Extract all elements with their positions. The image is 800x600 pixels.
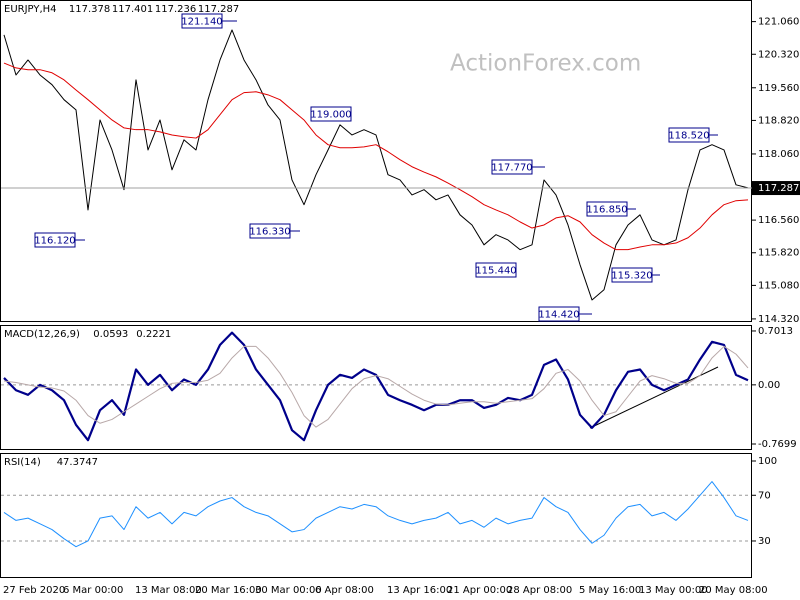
annotation-label: 115.440 [475, 266, 516, 277]
trend-line [589, 366, 719, 429]
annotation-label: 116.330 [249, 227, 290, 238]
y-tick-label: 114.320 [758, 314, 799, 325]
panel-frame [0, 453, 752, 578]
annotation-box [181, 13, 223, 29]
annotation-box [668, 127, 710, 143]
annotation-box [611, 267, 653, 283]
x-tick-label: 20 May 08:00 [699, 585, 768, 596]
x-tick-label: 13 Apr 16:00 [387, 585, 452, 596]
y-tick-label: 70 [758, 490, 771, 501]
annotation-label: 118.520 [668, 131, 709, 142]
y-tick-label: 116.560 [758, 215, 799, 226]
x-tick-label: 13 May 00:00 [639, 585, 708, 596]
annotation-box [34, 232, 76, 248]
y-tick-label: 118.820 [758, 115, 799, 126]
annotation-label: 114.420 [538, 310, 579, 321]
y-tick-label: -0.7699 [758, 439, 797, 450]
x-tick-label: 30 Mar 00:00 [255, 585, 322, 596]
y-tick-label: 115.080 [758, 280, 799, 291]
x-tick-label: 6 Apr 08:00 [315, 585, 374, 596]
annotation-box [586, 201, 628, 217]
y-tick-label: 0.7013 [758, 326, 793, 337]
series-line [3, 331, 749, 442]
annotation-box [249, 223, 291, 239]
series-line [3, 29, 749, 301]
panel-title: MACD(12,26,9) [4, 329, 80, 340]
panel-title: EURJPY,H4 [4, 4, 57, 15]
annotation-label: 121.140 [181, 17, 222, 28]
y-tick-label: 115.820 [758, 248, 799, 259]
annotation-box [491, 159, 533, 175]
annotation-box [538, 306, 580, 322]
header-value: 117.236 [155, 4, 196, 15]
y-tick-label: 0.00 [758, 380, 780, 391]
header-value: 117.401 [112, 4, 153, 15]
y-tick-label: 120.320 [758, 49, 799, 60]
annotation-label: 117.770 [491, 163, 532, 174]
annotation-label: 116.850 [586, 205, 627, 216]
annotation-box [310, 106, 352, 122]
series-line [3, 345, 749, 428]
last-price-box [752, 181, 800, 196]
x-tick-label: 20 Mar 16:00 [195, 585, 262, 596]
x-tick-label: 21 Apr 00:00 [447, 585, 512, 596]
x-tick-label: 28 Apr 08:00 [507, 585, 572, 596]
panel-title: RSI(14) [4, 457, 41, 468]
y-tick-label: 118.060 [758, 149, 799, 160]
last-price-label: 117.287 [758, 183, 799, 194]
header-value: 117.287 [198, 4, 239, 15]
panel-frame [0, 325, 752, 450]
series-line [3, 481, 749, 548]
y-tick-label: 100 [758, 456, 777, 467]
panel-frame [0, 0, 752, 322]
x-tick-label: 6 Mar 00:00 [63, 585, 123, 596]
y-tick-label: 30 [758, 536, 771, 547]
x-tick-label: 5 May 16:00 [579, 585, 641, 596]
header-value: 117.378 [69, 4, 110, 15]
annotation-box [475, 262, 517, 278]
watermark: ActionForex.com [450, 51, 641, 77]
annotation-label: 119.000 [310, 110, 351, 121]
x-tick-label: 13 Mar 08:00 [135, 585, 202, 596]
header-value: 0.2221 [136, 329, 171, 340]
annotation-label: 116.120 [34, 236, 75, 247]
y-tick-label: 121.060 [758, 17, 799, 28]
x-tick-label: 27 Feb 2020 [3, 585, 65, 596]
header-value: 47.3747 [57, 457, 98, 468]
annotation-label: 115.320 [611, 271, 652, 282]
header-value: 0.0593 [93, 329, 128, 340]
y-tick-label: 119.560 [758, 83, 799, 94]
series-line [3, 62, 749, 251]
